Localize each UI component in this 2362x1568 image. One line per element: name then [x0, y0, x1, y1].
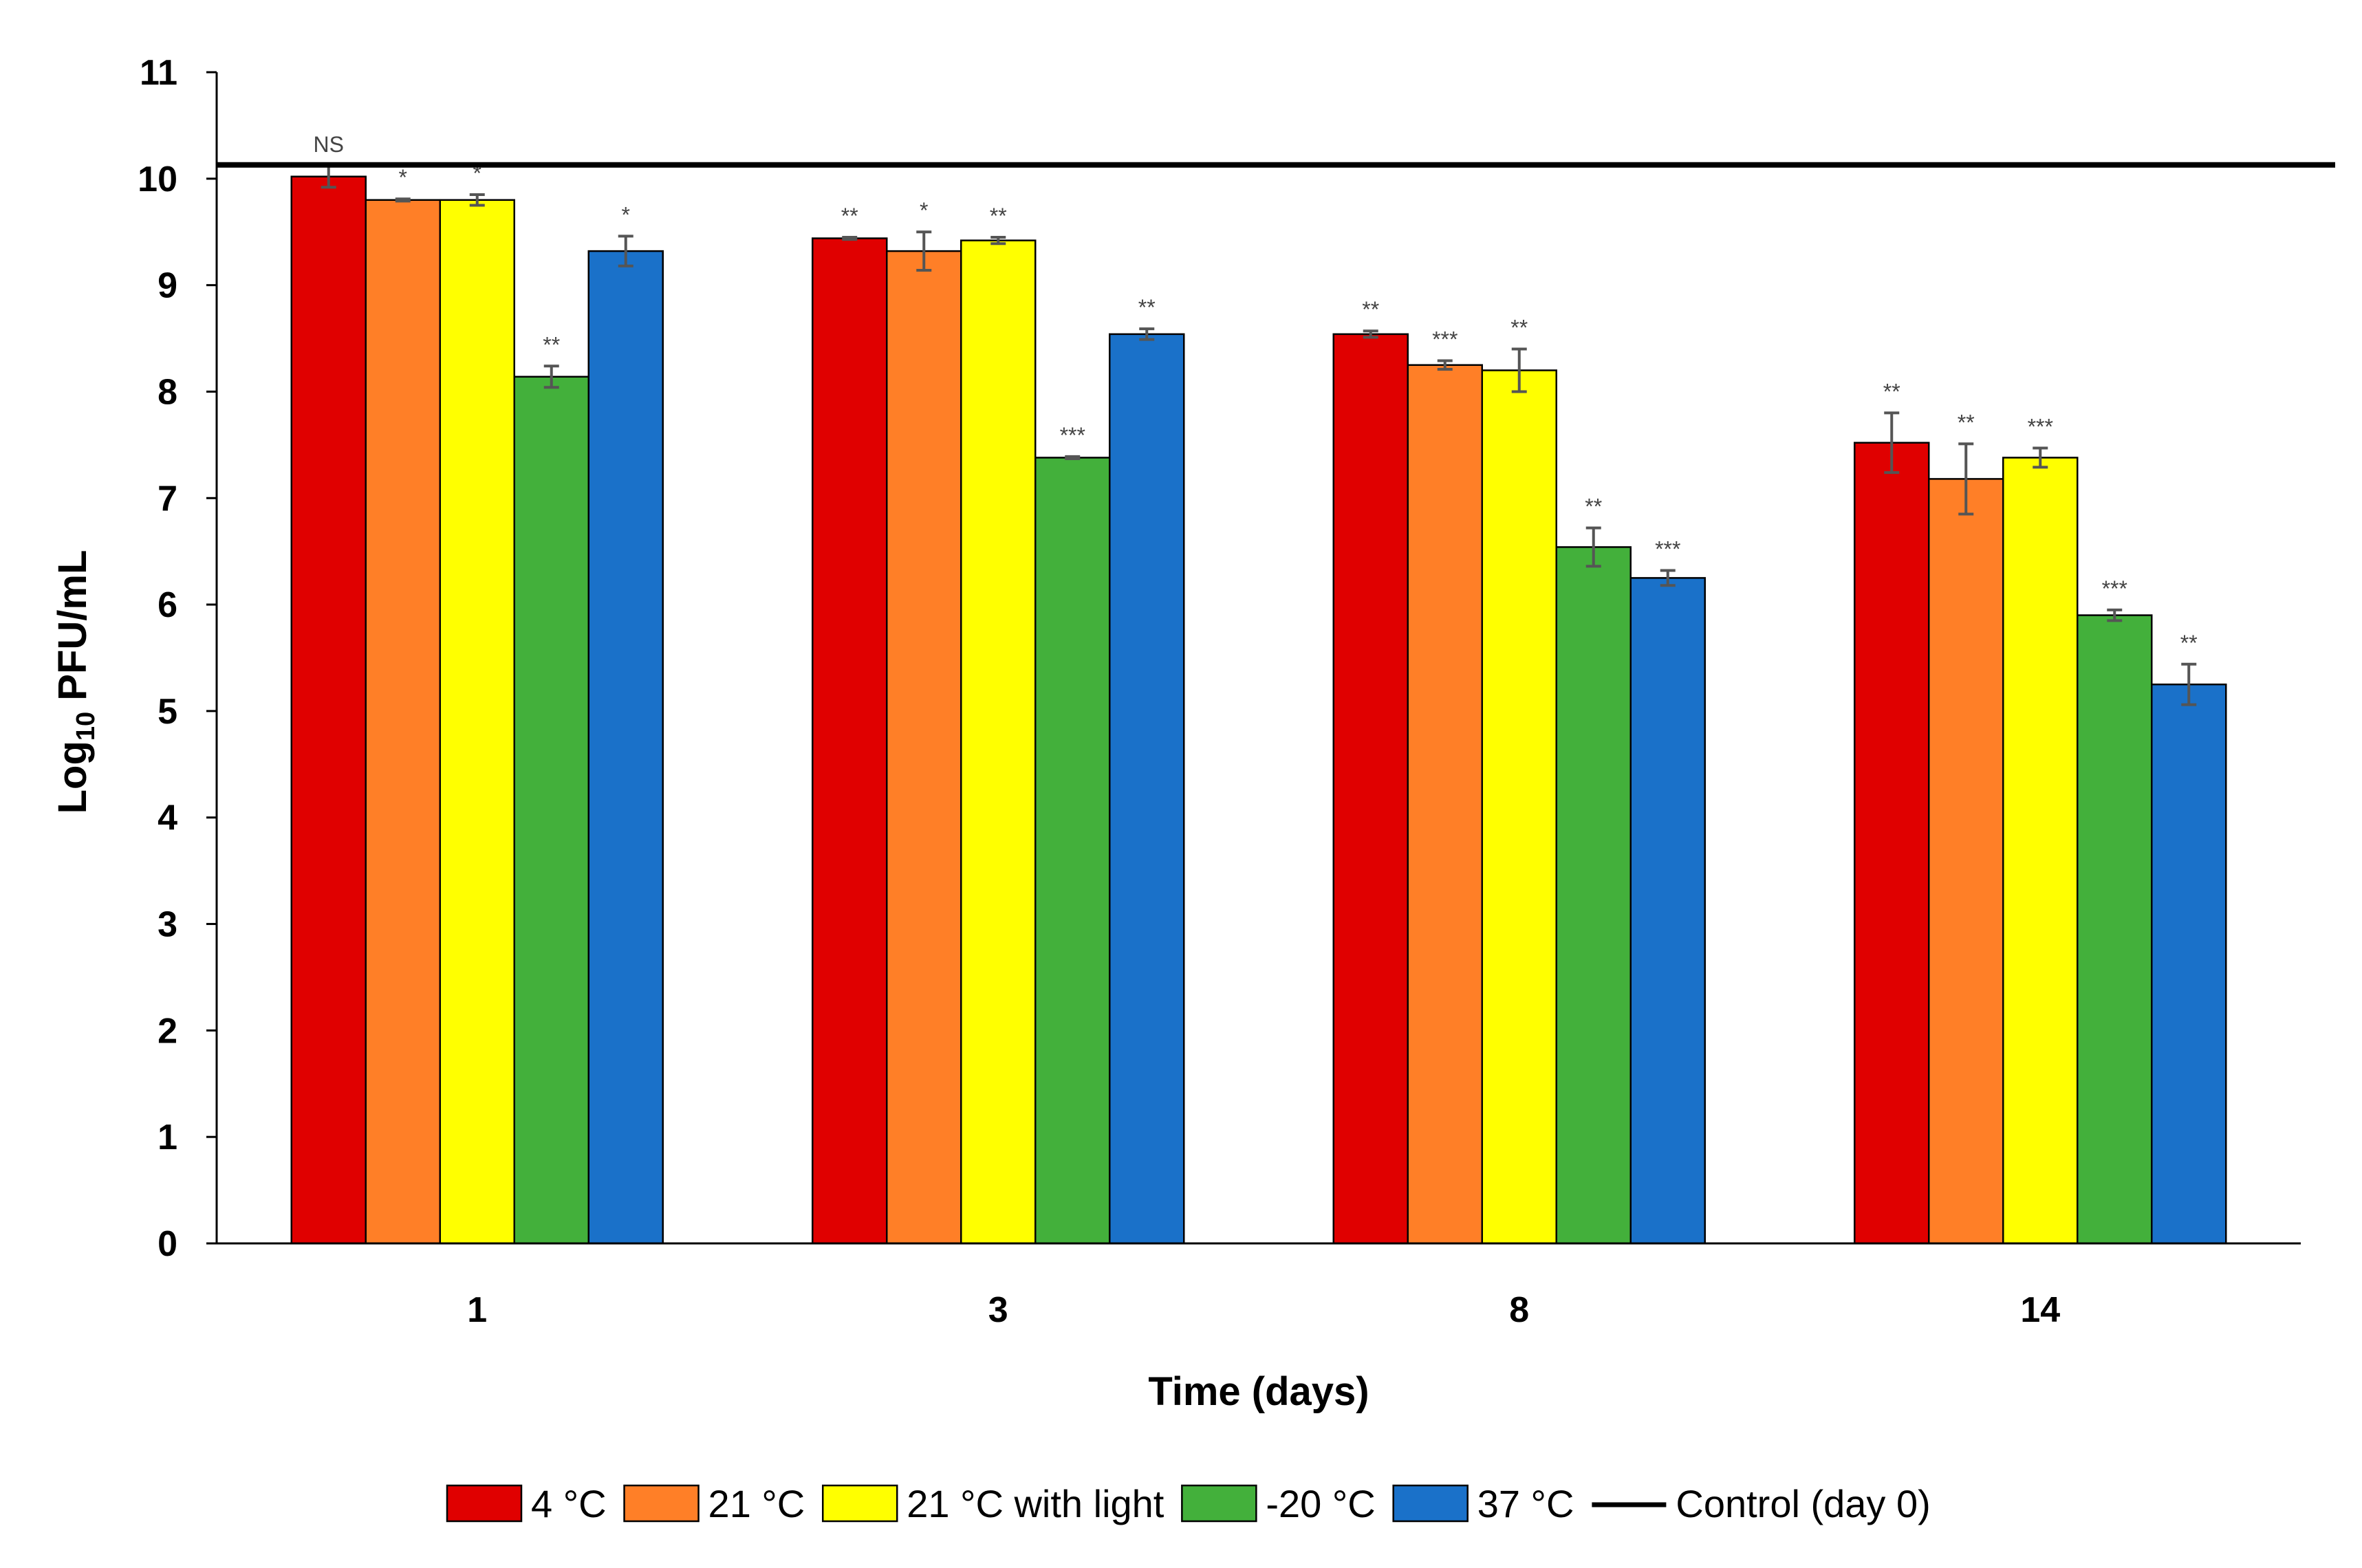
- y-tick-label-1: 1: [158, 1118, 177, 1157]
- sig-label-day14-series3: ***: [2102, 576, 2127, 601]
- x-tick-label-3: 3: [988, 1290, 1008, 1330]
- legend-label-series2: 21 °C with light: [907, 1482, 1164, 1525]
- bar-day3-series1: [886, 250, 962, 1245]
- y-axis-title-main: Log: [50, 741, 95, 814]
- legend-swatch-series2: [821, 1484, 898, 1523]
- y-axis-ticks: 0 1 2 3 4 5 6 7 8 9 10 11: [138, 53, 217, 1264]
- sig-label-day8-series1: ***: [1432, 327, 1458, 352]
- sig-label-day8-series0: **: [1362, 297, 1379, 322]
- y-tick-label-11: 11: [140, 53, 177, 93]
- sig-label-day3-series3: ***: [1060, 423, 1085, 448]
- bar-day1-series3: [513, 375, 589, 1245]
- sig-label-day3-series1: *: [920, 198, 928, 223]
- sig-label-day8-series4: ***: [1655, 537, 1680, 562]
- x-axis-ticks: 1 3 8 14: [467, 1290, 2060, 1330]
- y-tick-label-4: 4: [158, 798, 177, 838]
- bar-day8-series1: [1407, 364, 1483, 1245]
- significance-labels-group: NS* **** ** * ******* ***** *********** *******…: [314, 132, 2198, 655]
- bar-day14-series4: [2151, 683, 2227, 1245]
- legend-swatch-series1: [623, 1484, 700, 1523]
- legend-label-control: Control (day 0): [1676, 1482, 1930, 1525]
- bar-day8-series0: [1332, 333, 1409, 1245]
- legend: 4 °C 21 °C 21 °C with light -20 °C 37 °C Cont…: [446, 1482, 1931, 1525]
- sig-label-day14-series0: **: [1883, 379, 1900, 404]
- y-tick-label-5: 5: [158, 692, 177, 732]
- sig-label-day3-series0: **: [841, 204, 858, 228]
- bar-day1-series0: [290, 175, 367, 1245]
- legend-label-series4: 37 °C: [1477, 1482, 1574, 1525]
- sig-label-day1-series1: *: [399, 165, 407, 190]
- legend-label-series1: 21 °C: [708, 1482, 805, 1525]
- x-tick-label-8: 8: [1509, 1290, 1529, 1330]
- y-tick-label-8: 8: [158, 372, 177, 412]
- sig-label-day1-series3: **: [543, 332, 560, 357]
- sig-label-day14-series2: ***: [2028, 415, 2053, 439]
- y-tick-label-10: 10: [138, 160, 177, 199]
- sig-label-day8-series2: **: [1510, 316, 1528, 340]
- sig-label-day8-series3: **: [1585, 494, 1602, 519]
- y-tick-label-7: 7: [158, 479, 177, 519]
- bar-day8-series2: [1481, 369, 1557, 1245]
- legend-label-series0: 4 °C: [531, 1482, 607, 1525]
- bar-day8-series3: [1555, 546, 1632, 1245]
- legend-swatch-series0: [446, 1484, 523, 1523]
- y-tick-label-2: 2: [158, 1011, 177, 1051]
- y-axis-title-rest: PFU/mL: [50, 550, 95, 712]
- sig-label-day3-series4: **: [1138, 295, 1156, 320]
- sig-label-day14-series1: **: [1958, 410, 1975, 435]
- legend-swatch-series3: [1181, 1484, 1257, 1523]
- y-axis-title: Log10 PFU/mL: [50, 550, 100, 814]
- y-tick-label-3: 3: [158, 905, 177, 945]
- bar-day3-series4: [1109, 333, 1185, 1245]
- bar-day14-series2: [2002, 457, 2079, 1245]
- sig-label-day14-series4: **: [2180, 631, 2198, 655]
- x-axis-title: Time (days): [1148, 1369, 1369, 1414]
- x-tick-label-1: 1: [467, 1290, 487, 1330]
- bar-day1-series1: [365, 199, 441, 1245]
- bar-day3-series2: [960, 239, 1037, 1245]
- y-tick-label-6: 6: [158, 585, 177, 625]
- sig-label-day1-series4: *: [622, 202, 630, 227]
- bar-day14-series0: [1854, 442, 1930, 1245]
- y-tick-label-0: 0: [158, 1224, 177, 1264]
- y-tick-label-9: 9: [158, 266, 177, 306]
- bar-day1-series2: [439, 199, 515, 1245]
- legend-label-series3: -20 °C: [1266, 1482, 1375, 1525]
- bar-day8-series4: [1629, 577, 1706, 1245]
- bars-group: [290, 175, 2227, 1245]
- bar-day14-series1: [1928, 478, 2004, 1245]
- bar-day14-series3: [2077, 614, 2153, 1245]
- bar-day1-series4: [587, 250, 664, 1245]
- sig-label-day1-series0: NS: [314, 132, 344, 157]
- legend-swatch-series4: [1392, 1484, 1469, 1523]
- x-tick-label-14: 14: [2020, 1290, 2060, 1330]
- sig-label-day3-series2: **: [990, 204, 1007, 228]
- bar-day3-series0: [812, 237, 888, 1245]
- bar-day3-series3: [1034, 457, 1111, 1245]
- y-axis-title-subscript: 10: [72, 712, 100, 741]
